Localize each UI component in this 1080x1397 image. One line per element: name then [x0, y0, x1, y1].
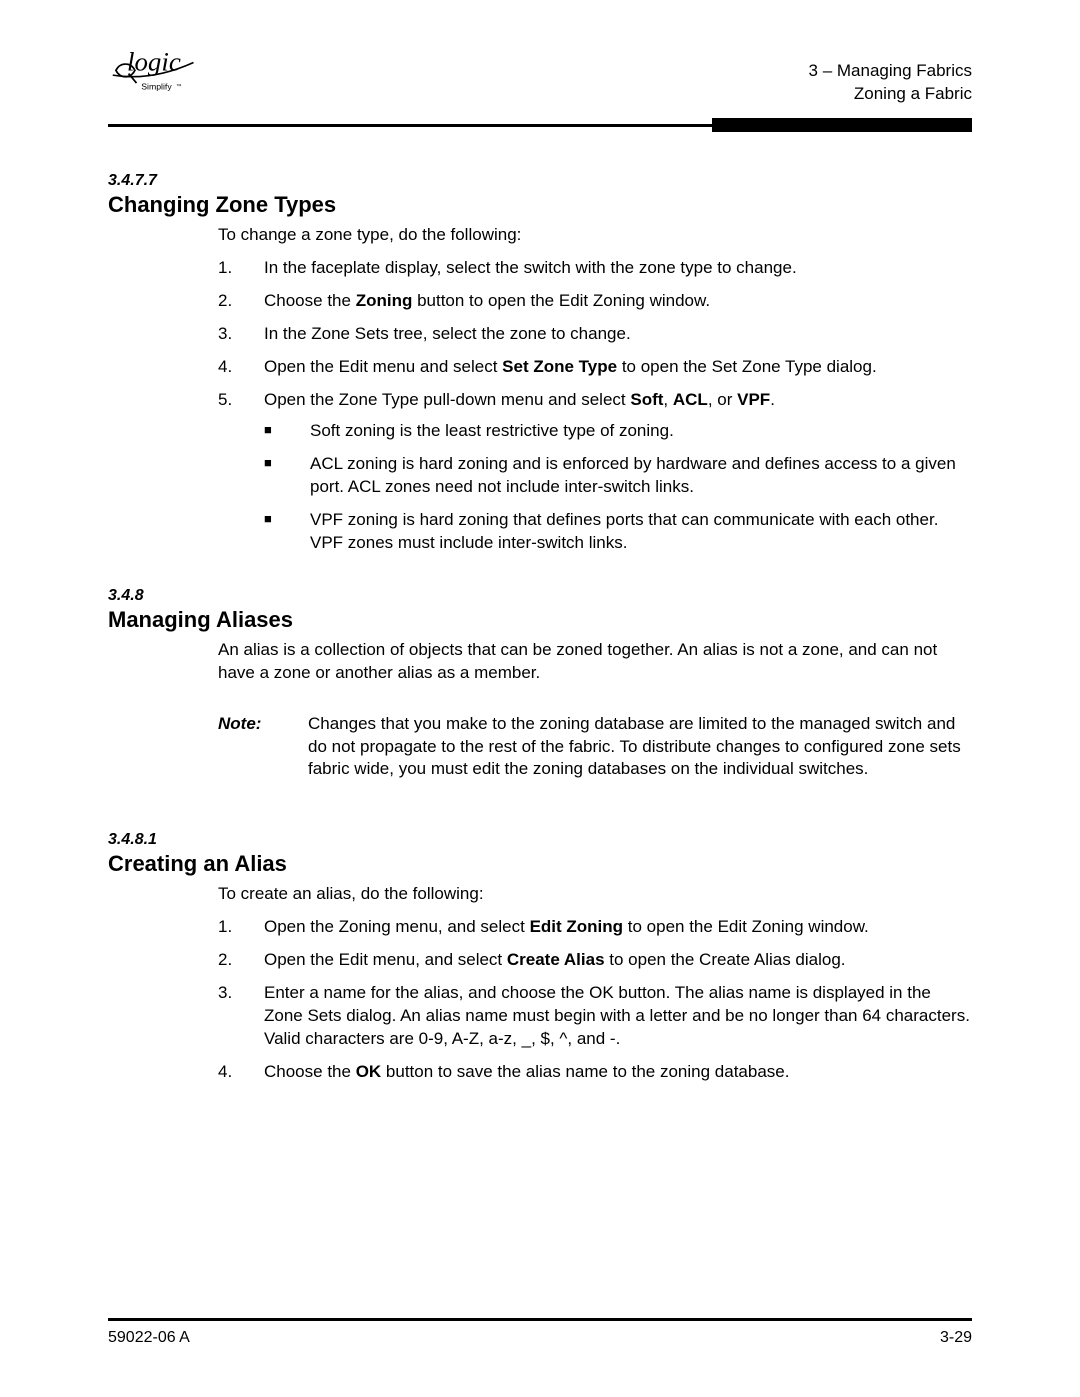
doc-id: 59022-06 A — [108, 1329, 190, 1347]
page-header: logic Simplify ™ 3 – Managing Fabrics Zo… — [108, 40, 972, 124]
breadcrumb-line-2: Zoning a Fabric — [809, 83, 972, 106]
intro-text: An alias is a collection of objects that… — [218, 639, 972, 685]
qlogic-logo: logic Simplify ™ — [108, 40, 203, 100]
section-body: An alias is a collection of objects that… — [218, 639, 972, 782]
step-text: Choose the OK button to save the alias n… — [264, 1061, 972, 1084]
section-number: 3.4.8 — [108, 587, 972, 605]
step-item: 4. Choose the OK button to save the alia… — [218, 1061, 972, 1084]
step-item: 5. Open the Zone Type pull-down menu and… — [218, 389, 972, 565]
step-number: 4. — [218, 1061, 264, 1084]
intro-text: To create an alias, do the following: — [218, 883, 972, 906]
note-label: Note: — [218, 713, 308, 782]
step-text: Open the Edit menu and select Set Zone T… — [264, 356, 972, 379]
note-block: Note: Changes that you make to the zonin… — [218, 713, 972, 782]
step-item: 4. Open the Edit menu and select Set Zon… — [218, 356, 972, 379]
step-text: In the Zone Sets tree, select the zone t… — [264, 323, 972, 346]
step-item: 2. Open the Edit menu, and select Create… — [218, 949, 972, 972]
section-number: 3.4.8.1 — [108, 831, 972, 849]
svg-text:logic: logic — [127, 46, 181, 76]
step-number: 2. — [218, 949, 264, 972]
step-item: 1. In the faceplate display, select the … — [218, 257, 972, 280]
step-text: Open the Zoning menu, and select Edit Zo… — [264, 916, 972, 939]
bullet-text: Soft zoning is the least restrictive typ… — [310, 420, 972, 443]
section-title: Changing Zone Types — [108, 192, 972, 218]
footer-rule — [108, 1318, 972, 1321]
document-page: logic Simplify ™ 3 – Managing Fabrics Zo… — [0, 0, 1080, 1397]
step-number: 3. — [218, 982, 264, 1051]
section-body: To change a zone type, do the following:… — [218, 224, 972, 564]
header-rule — [108, 124, 972, 133]
section-number: 3.4.7.7 — [108, 172, 972, 190]
header-breadcrumb: 3 – Managing Fabrics Zoning a Fabric — [809, 40, 972, 106]
steps-list: 1. Open the Zoning menu, and select Edit… — [218, 916, 972, 1084]
svg-text:Simplify: Simplify — [141, 81, 172, 91]
bullet-item: ■VPF zoning is hard zoning that defines … — [264, 509, 972, 555]
step-text: Open the Edit menu, and select Create Al… — [264, 949, 972, 972]
svg-text:™: ™ — [176, 84, 182, 90]
bullet-text: ACL zoning is hard zoning and is enforce… — [310, 453, 972, 499]
bullet-item: ■ACL zoning is hard zoning and is enforc… — [264, 453, 972, 499]
step-number: 1. — [218, 257, 264, 280]
step-item: 3. In the Zone Sets tree, select the zon… — [218, 323, 972, 346]
sub-bullets: ■Soft zoning is the least restrictive ty… — [264, 420, 972, 555]
step-text: Enter a name for the alias, and choose t… — [264, 982, 972, 1051]
steps-list: 1. In the faceplate display, select the … — [218, 257, 972, 564]
step-text: In the faceplate display, select the swi… — [264, 257, 972, 280]
breadcrumb-line-1: 3 – Managing Fabrics — [809, 60, 972, 83]
step-text: Choose the Zoning button to open the Edi… — [264, 290, 972, 313]
step-item: 1. Open the Zoning menu, and select Edit… — [218, 916, 972, 939]
step-item: 2. Choose the Zoning button to open the … — [218, 290, 972, 313]
bullet-text: VPF zoning is hard zoning that defines p… — [310, 509, 972, 555]
step-text: Open the Zone Type pull-down menu and se… — [264, 389, 972, 565]
step-item: 3. Enter a name for the alias, and choos… — [218, 982, 972, 1051]
footer-row: 59022-06 A 3-29 — [108, 1329, 972, 1347]
step-number: 1. — [218, 916, 264, 939]
section-title: Managing Aliases — [108, 607, 972, 633]
square-bullet-icon: ■ — [264, 453, 310, 499]
square-bullet-icon: ■ — [264, 509, 310, 555]
step-number: 3. — [218, 323, 264, 346]
note-text: Changes that you make to the zoning data… — [308, 713, 972, 782]
step-number: 2. — [218, 290, 264, 313]
section-body: To create an alias, do the following: 1.… — [218, 883, 972, 1084]
step-number: 5. — [218, 389, 264, 565]
section-title: Creating an Alias — [108, 851, 972, 877]
intro-text: To change a zone type, do the following: — [218, 224, 972, 247]
step-number: 4. — [218, 356, 264, 379]
bullet-item: ■Soft zoning is the least restrictive ty… — [264, 420, 972, 443]
square-bullet-icon: ■ — [264, 420, 310, 443]
page-number: 3-29 — [940, 1329, 972, 1347]
page-footer: 59022-06 A 3-29 — [108, 1318, 972, 1347]
